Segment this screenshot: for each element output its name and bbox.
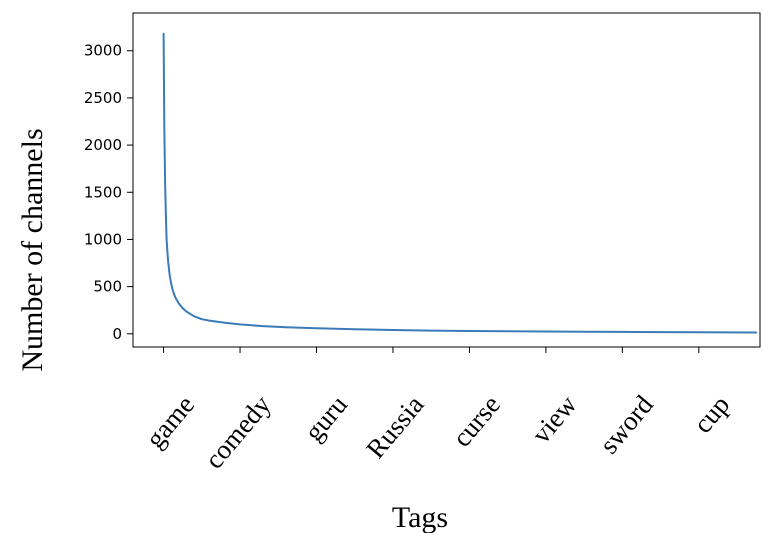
x-axis-label: Tags — [392, 501, 448, 533]
y-tick-label: 3000 — [84, 42, 122, 60]
x-tick-label-russia: Russia — [360, 390, 429, 464]
plot-area-frame — [132, 12, 761, 348]
series-group — [162, 32, 758, 334]
x-tick-label-comedy: comedy — [199, 389, 277, 474]
y-tick-label: 2000 — [84, 136, 122, 154]
x-tick-label-game: game — [140, 390, 201, 454]
x-tick-label-sword: sword — [594, 389, 660, 459]
y-tick-label: 1500 — [84, 183, 122, 201]
y-tick-label: 0 — [112, 325, 122, 343]
y-axis: 0 500 1000 1500 2000 2500 3000 — [84, 42, 133, 343]
series-line-0 — [162, 32, 758, 334]
x-tick-label-guru: guru — [298, 389, 353, 447]
y-tick-label: 1000 — [84, 230, 122, 248]
y-tick-label: 2500 — [84, 89, 122, 107]
y-axis-label: Number of channels — [16, 128, 49, 371]
x-tick-label-view: view — [526, 389, 583, 449]
y-tick-label: 500 — [93, 278, 122, 296]
x-tick-label-curse: curse — [446, 390, 506, 453]
x-tick-label-cup: cup — [687, 390, 735, 439]
